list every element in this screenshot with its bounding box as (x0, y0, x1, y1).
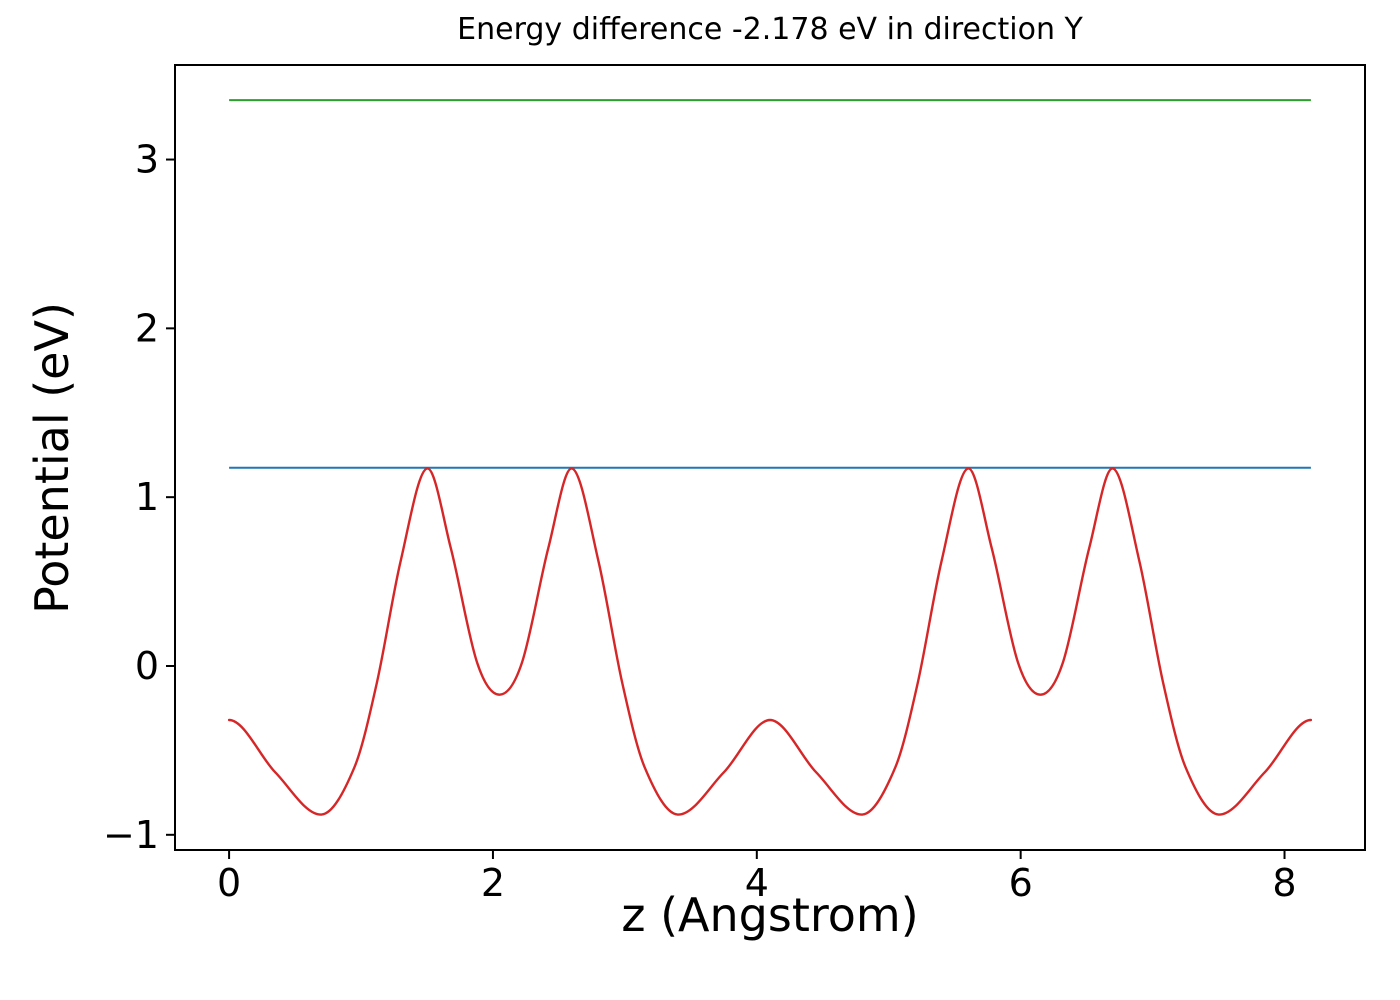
chart-title: Energy difference -2.178 eV in direction… (457, 12, 1083, 47)
y-tick-label: 2 (135, 306, 159, 350)
x-tick-label: 2 (481, 861, 505, 905)
x-tick-label: 4 (745, 861, 769, 905)
x-tick-label: 8 (1272, 861, 1296, 905)
x-tick-label: 6 (1009, 861, 1033, 905)
y-tick-label: −1 (103, 813, 159, 857)
x-tick-label: 0 (217, 861, 241, 905)
y-tick-label: 3 (135, 138, 159, 182)
y-tick-label: 0 (135, 644, 159, 688)
y-tick-label: 1 (135, 475, 159, 519)
series-planar-average-potential (227, 467, 1313, 816)
x-axis-label: z (Angstrom) (621, 888, 919, 942)
axes-spines (174, 64, 1366, 851)
